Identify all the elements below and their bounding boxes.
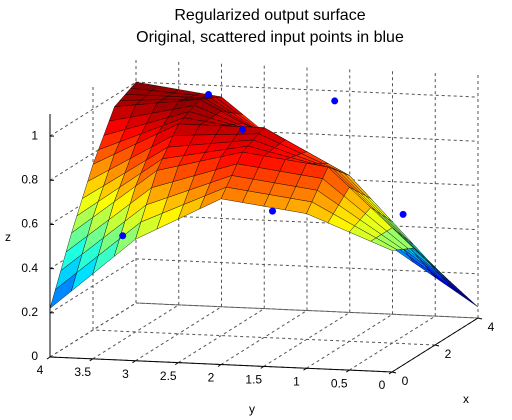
z-axis-label: z: [5, 230, 11, 244]
z-tick-label: 0.6: [21, 217, 38, 231]
y-tick-label: 4: [37, 363, 44, 377]
y-tick: [345, 369, 350, 373]
input-point: [205, 90, 212, 98]
grid-line: [220, 310, 308, 365]
x-tick: [391, 371, 397, 374]
z-tick-label: 0.2: [21, 305, 38, 319]
y-tick: [260, 365, 265, 369]
y-tick: [303, 367, 307, 371]
chart-subtitle: Original, scattered input points in blue: [136, 29, 404, 46]
y-tick-label: 3: [122, 367, 129, 381]
y-tick: [217, 364, 222, 367]
x-axis-label: x: [463, 392, 469, 406]
y-tick-label: 0.5: [331, 376, 348, 390]
grid-line: [49, 81, 137, 137]
z-tick-label: 1: [31, 128, 38, 142]
y-tick-label: 2.5: [160, 369, 177, 383]
y-tick-label: 0: [379, 378, 386, 392]
z-tick-label: 0.8: [21, 172, 38, 186]
y-tick: [132, 360, 136, 364]
input-point: [399, 210, 407, 218]
input-point: [239, 126, 247, 134]
y-tick-label: 3.5: [74, 365, 91, 379]
z-tick-label: 0: [31, 349, 38, 363]
x-tick: [477, 317, 483, 320]
z-tick-label: 0.4: [21, 261, 38, 275]
grid-line: [177, 308, 265, 364]
x-tick-label: 4: [488, 320, 495, 334]
grid-line: [92, 304, 180, 360]
x-tick: [434, 344, 440, 347]
y-tick: [89, 358, 94, 362]
chart-title: Regularized output surface: [174, 7, 365, 24]
y-tick: [174, 362, 179, 366]
input-point: [269, 207, 276, 215]
y-tick-label: 1: [293, 374, 300, 388]
y-axis-label: y: [249, 402, 255, 416]
grid-line: [135, 306, 222, 362]
input-point: [119, 232, 127, 240]
y-tick: [46, 356, 51, 360]
y-tick: [388, 371, 393, 375]
x-tick-label: 0: [402, 374, 409, 388]
x-tick-label: 2: [445, 347, 452, 361]
y-tick-label: 2: [208, 371, 215, 385]
input-point: [331, 97, 339, 105]
surface-patch: [370, 237, 399, 251]
y-tick-label: 1.5: [245, 373, 262, 387]
